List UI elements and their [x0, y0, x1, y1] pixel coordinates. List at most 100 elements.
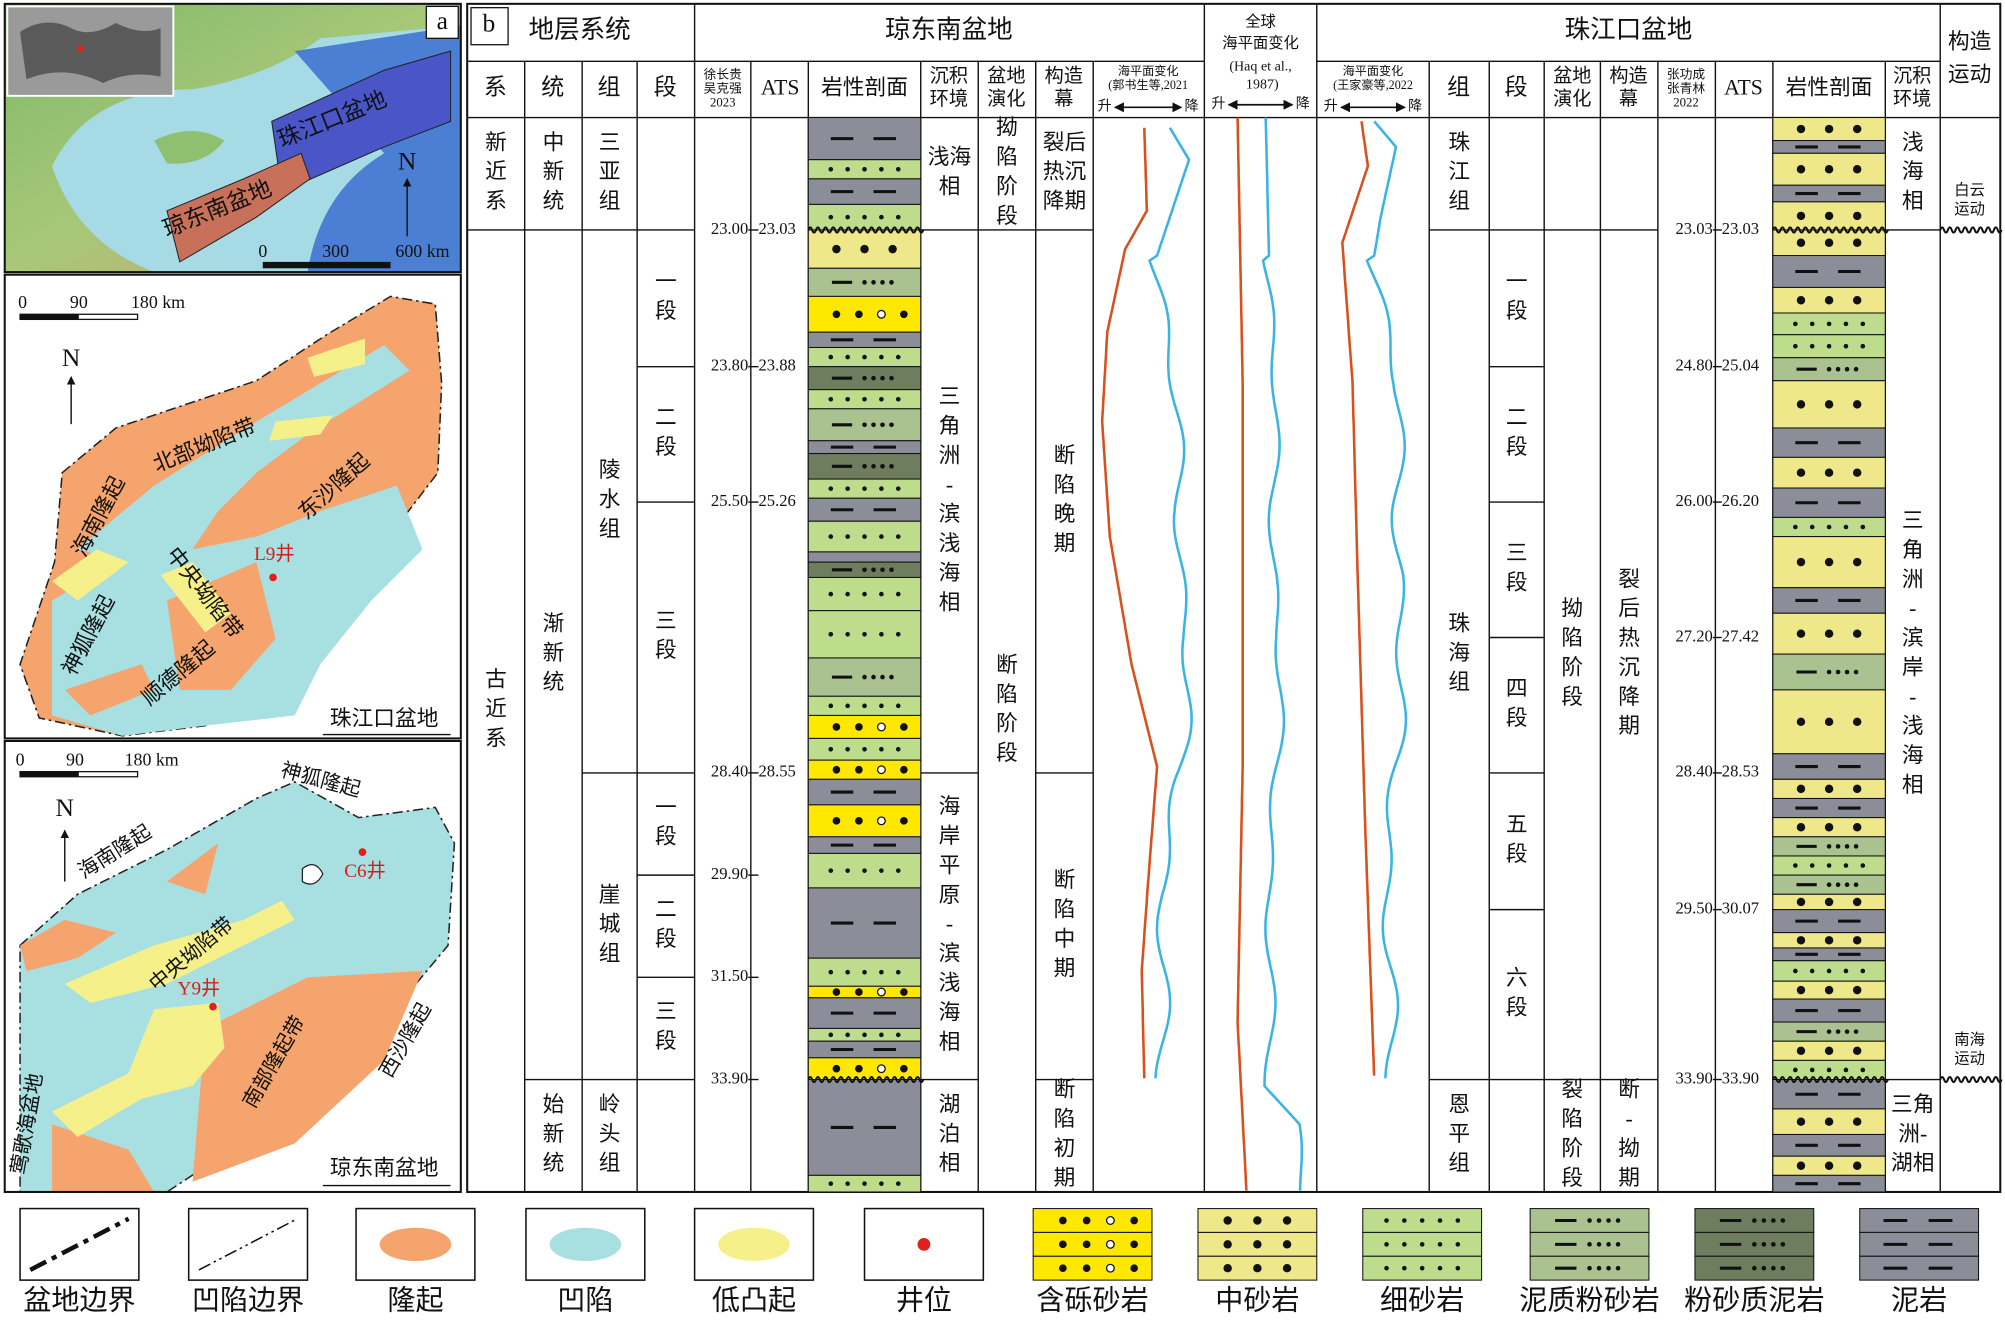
lith-symbol [832, 244, 841, 254]
lith-symbol [832, 988, 841, 996]
lith-symbol [828, 703, 834, 709]
subheader: 系 [484, 75, 507, 100]
lith-symbol [871, 280, 876, 285]
unconformity [1771, 1075, 1889, 1084]
lith-symbol [900, 765, 908, 774]
lith-symbol [1752, 1242, 1757, 1247]
sea-level-curve-blue [1365, 120, 1408, 1079]
cell-text: 渐新统 [543, 611, 565, 694]
lith-symbol [1105, 1239, 1115, 1249]
lith-symbol [1761, 1218, 1767, 1223]
ats-label: 28.55 [758, 762, 795, 781]
lith-symbol [1860, 343, 1866, 349]
north-label: N [56, 793, 74, 822]
lith-symbol [1852, 165, 1862, 174]
lith-symbol [1824, 784, 1834, 794]
lith-symbol [1844, 844, 1850, 849]
ats-label: 26.20 [1722, 491, 1759, 510]
rise-label: 升 [1324, 99, 1338, 115]
lith-symbol [1587, 1242, 1592, 1247]
lith-symbol [862, 214, 867, 220]
lith-symbol [900, 988, 908, 996]
lith-symbol [1824, 165, 1834, 174]
lith-symbol [828, 534, 834, 539]
lith-symbol [1835, 1029, 1841, 1034]
scale-label: 600 km [395, 241, 449, 261]
age-label: 29.50 [1675, 898, 1712, 917]
cell-text: 断陷中期 [1054, 868, 1076, 980]
lith-layer [1772, 797, 1886, 819]
cell-text: 六段 [1506, 966, 1528, 1019]
lith-symbol [895, 703, 901, 709]
cell-text: 新近系 [485, 130, 507, 213]
lith-symbol [1852, 124, 1862, 134]
low-uplift [51, 900, 295, 1138]
lith-symbol [1615, 1218, 1621, 1223]
lith-symbol [879, 969, 884, 975]
lith-symbol [1437, 1242, 1443, 1247]
lith-symbol [1796, 400, 1806, 409]
header: 全球 [1245, 13, 1276, 31]
lith-symbol [862, 375, 867, 381]
lith-symbol [1843, 863, 1849, 868]
legend-box [187, 1207, 309, 1281]
lith-symbol [880, 375, 885, 381]
scale-label: 300 [322, 241, 349, 261]
lith-symbol [1824, 936, 1834, 945]
lith-symbol [889, 422, 894, 428]
fall-label: 降 [1408, 99, 1422, 115]
lith-symbol [862, 1181, 867, 1186]
lith-symbol [1852, 238, 1862, 247]
lith-layer [1772, 487, 1886, 518]
cell-text: 中新统 [543, 130, 565, 213]
inset-location [76, 45, 84, 52]
lith-symbol [1824, 124, 1834, 134]
lith-symbol [888, 244, 897, 254]
lith-symbol [1860, 524, 1866, 530]
lith-layer [807, 997, 922, 1029]
lith-layer [1772, 947, 1886, 962]
ats-label: 27.42 [1722, 626, 1759, 645]
map-qdn: 神狐隆起 海南隆起 C6井 中央坳陷带 Y9井 南部隆起带 西沙隆起 莺歌海盆地… [3, 739, 462, 1193]
lith-symbol [1796, 238, 1806, 247]
lith-symbol [1824, 468, 1834, 477]
legend-label: 中砂岩 [1215, 1285, 1299, 1317]
lith-symbol [845, 396, 850, 402]
map-title: 珠江口盆地 [330, 707, 439, 731]
subheader: 张功成张青林 2022 [1667, 67, 1706, 109]
ats-label: 23.88 [758, 355, 795, 374]
lith-symbol [1796, 1161, 1806, 1170]
lith-symbol [1860, 863, 1866, 868]
lith-symbol [900, 817, 908, 825]
panel-label-box [470, 7, 509, 46]
lith-symbol [895, 166, 901, 172]
lith-symbol [845, 703, 850, 709]
lith-symbol [1826, 844, 1832, 849]
lith-symbol [895, 746, 901, 752]
lith-symbol [1852, 211, 1862, 221]
lith-symbol [1852, 557, 1862, 567]
lith-symbol [1826, 366, 1832, 372]
lith-symbol [845, 746, 850, 752]
lith-layer [1772, 427, 1886, 458]
lith-symbol [1852, 400, 1862, 409]
north-label: N [62, 343, 80, 372]
lith-layer [1772, 909, 1886, 934]
lith-symbol [1780, 1218, 1786, 1223]
lith-symbol [1809, 343, 1815, 349]
legend-label: 低凸起 [712, 1285, 796, 1317]
age-label: 23.80 [711, 355, 748, 374]
cell-text: 二段 [655, 406, 677, 459]
lith-symbol [1835, 844, 1841, 849]
subheader: 徐长贵吴克强 2023 [704, 67, 743, 109]
lith-symbol [862, 354, 867, 360]
lith-layer [1772, 1133, 1886, 1157]
lith-symbol [1771, 1218, 1776, 1223]
lith-symbol [871, 422, 876, 428]
lith-symbol [855, 723, 863, 731]
subheader: 海平面变化(郭书生等,2021 [1108, 63, 1188, 92]
subheader: 岩性剖面 [821, 75, 908, 99]
lith-symbol [845, 632, 850, 637]
